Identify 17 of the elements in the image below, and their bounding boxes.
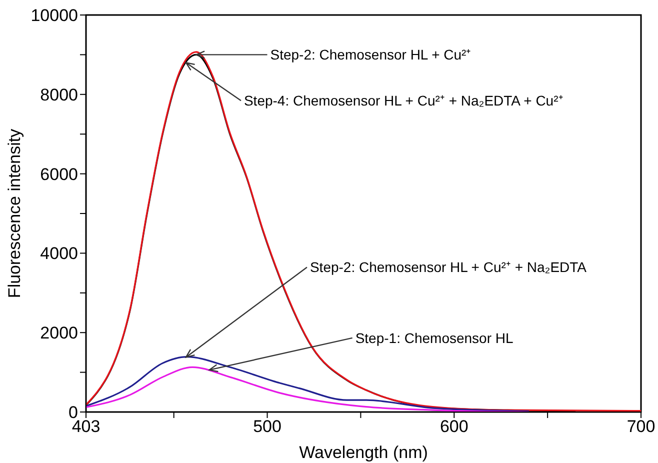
annotation: Step-4: Chemosensor HL + Cu²⁺ + Na₂EDTA + Cu²⁺ bbox=[244, 92, 564, 109]
annotation: Step-1: Chemosensor HL bbox=[355, 330, 514, 346]
y-tick-label: 4000 bbox=[40, 244, 78, 264]
y-tick-label: 8000 bbox=[40, 85, 78, 104]
annotation: Step-2: Chemosensor HL + Cu²⁺ bbox=[270, 46, 472, 63]
x-axis-title: Wavelength (nm) bbox=[299, 443, 428, 462]
y-axis-title: Fluorescence intensity bbox=[5, 128, 24, 298]
x-tick-label: 403 bbox=[72, 417, 100, 436]
y-tick-label: 10000 bbox=[30, 6, 78, 26]
x-tick-label: 700 bbox=[626, 417, 656, 436]
line-series bbox=[86, 366, 530, 412]
x-tick-label: 500 bbox=[253, 417, 282, 436]
y-tick-label: 2000 bbox=[40, 324, 78, 343]
annotation: Step-2: Chemosensor HL + Cu²⁺ + Na₂EDTA bbox=[310, 259, 588, 276]
x-tick-label: 600 bbox=[440, 417, 468, 436]
line-series bbox=[86, 356, 530, 412]
y-tick-label: 6000 bbox=[40, 164, 78, 184]
